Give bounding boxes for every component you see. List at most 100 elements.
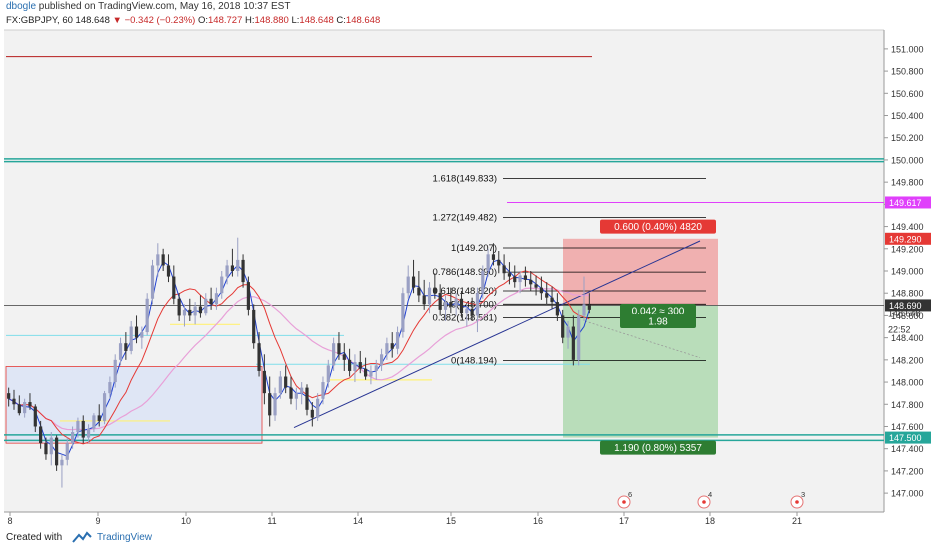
y-tick-label: 147.400 (891, 444, 924, 454)
candle-body (86, 428, 91, 438)
candle-body (300, 387, 304, 394)
candle-body (113, 359, 117, 383)
candle-body (188, 309, 192, 316)
candle-body (529, 279, 533, 285)
candle-body (252, 309, 256, 344)
ratio-label-bg (620, 313, 696, 328)
tradingview-logo-icon[interactable] (72, 531, 92, 545)
candle-body (294, 393, 298, 399)
candle-body (545, 293, 549, 298)
candle-body (102, 393, 107, 421)
fib-level-label: 1.618(149.833) (433, 173, 497, 184)
entry-label: 0.042 ≈ 300 (632, 306, 685, 317)
candle-body (342, 354, 346, 360)
candle-body (241, 259, 245, 283)
candle-body (193, 306, 197, 316)
x-tick-label: 15 (446, 516, 456, 526)
close-label: C: (336, 15, 346, 26)
x-tick-label: 21 (792, 516, 802, 526)
y-tick-label: 147.200 (891, 466, 924, 476)
candle-body (145, 298, 149, 333)
candle-body (65, 443, 69, 460)
axis-price-text: 22:52 (888, 324, 911, 334)
y-tick-label: 148.000 (891, 378, 924, 388)
risk-label: 0.600 (0.40%) 4820 (614, 222, 702, 233)
y-tick-label: 148.200 (891, 355, 924, 365)
candle-body (470, 308, 474, 316)
low-label: L: (291, 15, 300, 26)
moving-average-mid (8, 270, 590, 445)
y-tick-label: 149.800 (891, 178, 924, 188)
candle-body (236, 259, 240, 271)
candle-body (566, 326, 570, 338)
candle-body (497, 259, 501, 266)
candle-body (39, 426, 43, 444)
candle-body (23, 402, 27, 414)
candle-body (60, 459, 64, 466)
risk-label-bg (600, 219, 716, 234)
tradingview-brand[interactable]: TradingView (97, 532, 153, 543)
axis-price-badge (885, 232, 931, 245)
candle-body (550, 297, 554, 303)
candle-body (449, 302, 453, 307)
close-value: 148.648 (345, 15, 381, 26)
candle-body (28, 402, 32, 407)
candle-body (518, 275, 522, 283)
fib-level-label: 0.382(148.581) (433, 313, 497, 324)
candle-body (124, 343, 128, 351)
high-label: H: (245, 15, 255, 26)
candle-body (246, 282, 250, 310)
candle-body (385, 343, 389, 355)
candle-body (55, 437, 59, 466)
candle-body (411, 276, 416, 288)
x-tick-label: 10 (181, 516, 191, 526)
candle-body (44, 443, 48, 455)
y-tick-label: 150.400 (891, 111, 924, 121)
candle-body (225, 265, 229, 277)
candle-body (97, 415, 101, 421)
candle-body (230, 265, 235, 271)
candle-body (395, 332, 400, 349)
author-name[interactable]: dbogle (6, 1, 37, 12)
axis-price-label: 148.690 (889, 301, 922, 311)
candle-body (438, 293, 442, 310)
last-price: 148.648 (75, 15, 110, 26)
event-marker-dot (622, 500, 626, 504)
candle-body (443, 302, 448, 310)
candle-body (454, 298, 458, 307)
candle-body (172, 276, 176, 299)
x-tick-label: 9 (95, 516, 100, 526)
candle-body (33, 406, 37, 427)
candle-body (332, 343, 336, 366)
candle-body (284, 376, 288, 388)
reward-label-bg (600, 440, 716, 455)
candle-body (150, 265, 155, 299)
candle-body (156, 254, 160, 266)
candle-body (76, 420, 80, 433)
candle-body (390, 343, 394, 349)
candle-body (369, 370, 373, 377)
range-box (5, 366, 263, 444)
x-tick-label: 14 (353, 516, 363, 526)
fib-level-label: 1(149.207) (451, 243, 497, 254)
ratio-label: 1.98 (648, 316, 668, 327)
candle-body (305, 387, 309, 410)
candle-body (49, 437, 53, 455)
candle-body (220, 276, 224, 294)
candle-body (491, 254, 496, 260)
event-count: 6 (628, 490, 632, 499)
candle-body (401, 293, 405, 333)
symbol-label[interactable]: FX:GBPJPY, 60 (6, 15, 73, 26)
candle-body (129, 326, 133, 351)
candle-body (507, 273, 512, 277)
candle-body (363, 368, 368, 377)
candle-body (353, 362, 357, 371)
y-tick-label: 149.400 (891, 222, 924, 232)
x-tick-label: 18 (705, 516, 715, 526)
y-tick-label: 147.000 (891, 489, 924, 499)
axis-price-badge (885, 431, 931, 444)
candle-body (502, 265, 506, 274)
candle-body (427, 287, 432, 305)
candle-body (140, 332, 144, 338)
